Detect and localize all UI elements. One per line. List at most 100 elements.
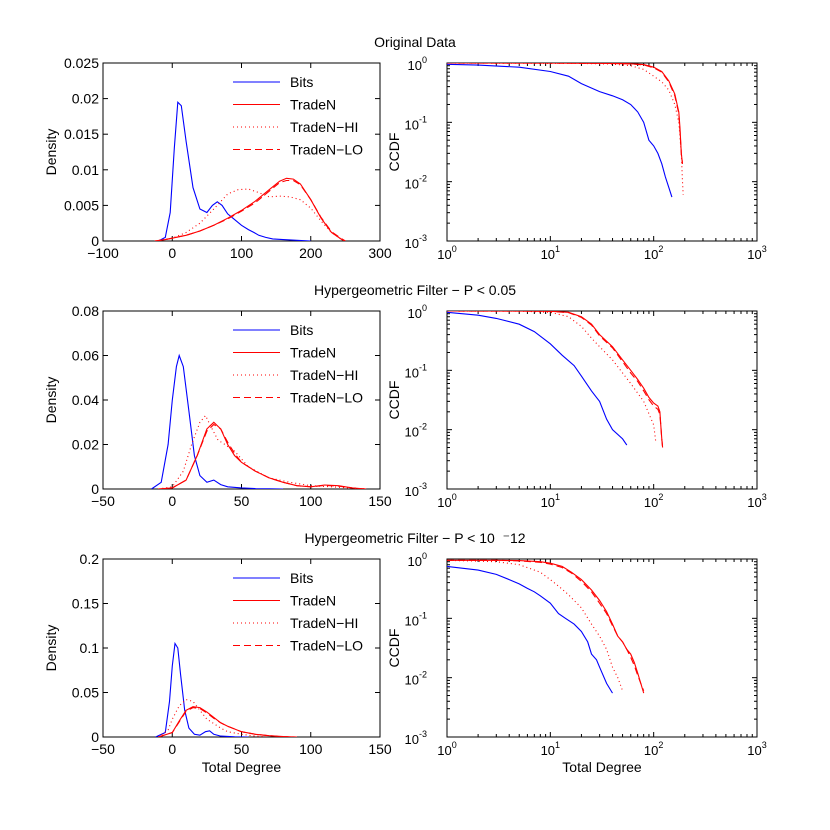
x-axis-label: Total Degree — [562, 759, 642, 775]
series-line-traden-lo — [158, 707, 297, 737]
x-tick-exponent: 3 — [762, 492, 767, 502]
y-tick-base: 10 — [408, 58, 422, 73]
y-tick-label: 10-2 — [405, 422, 427, 440]
chart-panel-4: 100 101 102 10310-310-210-1100CCDFHypergeom… — [314, 282, 767, 510]
y-tick-label: 0.2 — [80, 551, 100, 567]
legend-label: Bits — [290, 74, 313, 90]
x-tick-label: 0 — [168, 245, 176, 261]
x-tick-label: 102 — [644, 244, 663, 262]
series-line-bits — [158, 100, 311, 241]
y-tick-label: 100 — [408, 303, 427, 321]
y-tick-label: 0.06 — [72, 348, 99, 364]
chart-panel-1: −100 0 100 200 30000.0050.010.0150.020.025De… — [43, 55, 392, 261]
x-tick-label: 101 — [541, 244, 560, 262]
y-tick-label: 0.15 — [72, 596, 99, 612]
series-line-traden-hi — [154, 188, 346, 241]
x-tick-label: 150 — [368, 493, 392, 509]
x-tick-label: 102 — [644, 492, 663, 510]
y-tick-base: 10 — [408, 554, 422, 569]
y-tick-label: 10-2 — [405, 670, 427, 688]
x-tick-label: 100 — [299, 741, 323, 757]
x-axis-label: Total Degree — [202, 759, 282, 775]
x-tick-base: 10 — [541, 247, 555, 262]
series-line-bits — [447, 63, 673, 198]
plot-area — [447, 311, 664, 448]
y-tick-base: 10 — [405, 236, 419, 251]
x-tick-label: 100 — [230, 245, 254, 261]
x-tick-base: 10 — [747, 247, 761, 262]
row-title: Original Data — [374, 34, 456, 50]
x-tick-base: 10 — [541, 495, 555, 510]
x-tick-label: 300 — [368, 245, 392, 261]
plot-area — [447, 559, 645, 694]
y-tick-base: 10 — [405, 613, 419, 628]
plot-area — [151, 353, 367, 489]
y-axis-label: CCDF — [386, 381, 402, 420]
x-tick-exponent: 3 — [762, 244, 767, 254]
row-title: Hypergeometric Filter − P < 0.05 — [314, 282, 516, 298]
legend-label: TradeN−LO — [290, 142, 363, 158]
chart-panel-2: 100 101 102 10310-310-210-1100CCDFOriginal … — [374, 34, 767, 262]
y-tick-label: 10-1 — [405, 362, 427, 380]
x-tick-label: 200 — [299, 245, 323, 261]
y-tick-base: 10 — [405, 177, 419, 192]
y-tick-label: 0.05 — [72, 685, 99, 701]
x-tick-exponent: 1 — [555, 244, 560, 254]
y-tick-label: 10-1 — [405, 114, 427, 132]
y-axis-label: CCDF — [386, 133, 402, 172]
x-tick-label: 100 — [437, 492, 456, 510]
x-tick-exponent: 2 — [658, 244, 663, 254]
legend-label: TradeN−LO — [290, 390, 363, 406]
y-tick-base: 10 — [405, 484, 419, 499]
y-tick-label: 0.08 — [72, 303, 99, 319]
x-tick-base: 10 — [747, 743, 761, 758]
x-tick-label: 100 — [437, 244, 456, 262]
x-tick-label: 101 — [541, 492, 560, 510]
series-line-traden-lo — [447, 63, 684, 164]
y-tick-label: 0.025 — [64, 55, 99, 71]
series-line-traden-lo — [447, 311, 664, 448]
x-tick-label: 102 — [644, 740, 663, 758]
legend-label: TradeN−HI — [290, 615, 358, 631]
y-tick-label: 0.02 — [72, 437, 99, 453]
series-line-traden-lo — [447, 559, 645, 692]
y-tick-exponent: 0 — [422, 55, 427, 65]
y-tick-label: 0 — [91, 729, 99, 745]
plot-area — [154, 100, 346, 241]
y-axis-label: Density — [43, 377, 59, 424]
x-tick-base: 10 — [541, 743, 555, 758]
x-tick-exponent: 2 — [658, 492, 663, 502]
legend-label: TradeN−HI — [290, 367, 358, 383]
legend-label: TradeN−HI — [290, 119, 358, 135]
y-tick-label: 100 — [408, 551, 427, 569]
y-tick-label: 10-3 — [405, 481, 427, 499]
axes-box — [446, 62, 758, 242]
y-tick-label: 10-2 — [405, 174, 427, 192]
y-tick-label: 0.01 — [72, 162, 99, 178]
y-tick-exponent: -2 — [419, 670, 427, 680]
series-line-bits — [151, 353, 284, 489]
series-line-traden — [447, 311, 664, 448]
x-tick-base: 10 — [747, 495, 761, 510]
x-tick-label: 100 — [299, 493, 323, 509]
plot-area — [155, 641, 297, 737]
x-tick-exponent: 3 — [762, 740, 767, 750]
x-tick-label: 50 — [234, 493, 250, 509]
x-tick-base: 10 — [437, 743, 451, 758]
y-tick-exponent: -1 — [419, 362, 427, 372]
y-tick-base: 10 — [405, 732, 419, 747]
y-tick-label: 10-1 — [405, 610, 427, 628]
series-line-bits — [155, 641, 249, 737]
y-tick-exponent: -2 — [419, 422, 427, 432]
series-line-traden — [447, 63, 684, 164]
x-tick-label: −100 — [87, 245, 119, 261]
y-tick-exponent: -3 — [419, 729, 427, 739]
x-tick-base: 10 — [644, 247, 658, 262]
y-tick-exponent: -3 — [419, 233, 427, 243]
chart-panel-3: −50 0 50 100 15000.020.040.060.08DensityBits… — [43, 303, 392, 509]
series-line-traden-hi — [447, 63, 684, 195]
y-tick-label: 0 — [91, 233, 99, 249]
x-tick-exponent: 0 — [452, 492, 457, 502]
x-tick-label: 0 — [168, 741, 176, 757]
legend-label: TradeN — [290, 345, 336, 361]
